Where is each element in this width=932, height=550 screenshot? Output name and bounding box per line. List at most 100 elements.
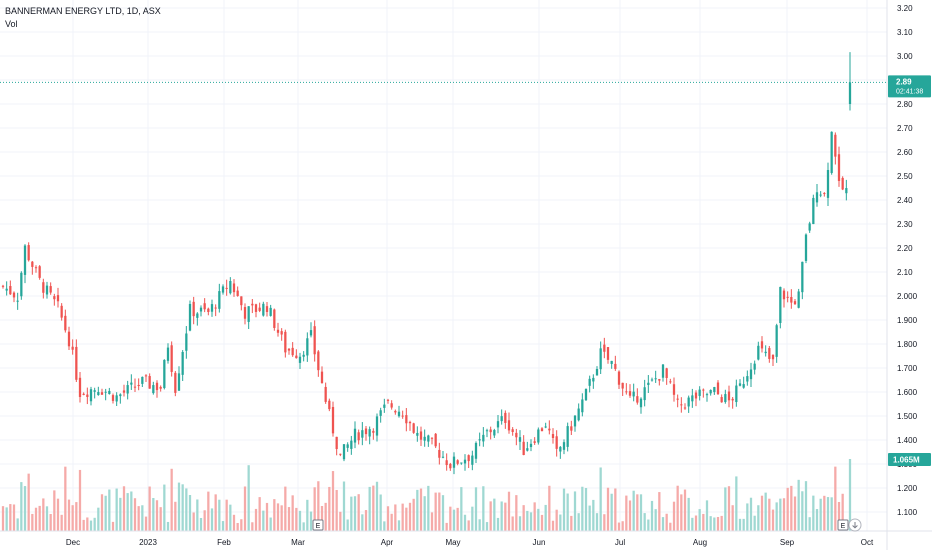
volume-bar bbox=[463, 514, 467, 531]
candle-body bbox=[621, 382, 624, 389]
candle-body bbox=[544, 426, 547, 428]
grid bbox=[0, 0, 887, 531]
volume-bar bbox=[705, 500, 709, 531]
volume-bar bbox=[720, 515, 723, 531]
volume-bar bbox=[357, 494, 360, 531]
time-tick-label: Feb bbox=[217, 538, 231, 547]
candle-body bbox=[746, 376, 749, 382]
candle-body bbox=[53, 296, 56, 300]
volume-bar bbox=[287, 507, 291, 531]
volume-bar bbox=[460, 487, 463, 531]
candle-body bbox=[126, 385, 129, 394]
volume-bar bbox=[441, 495, 445, 531]
goto-realtime-icon[interactable] bbox=[848, 518, 862, 532]
candle-body bbox=[562, 442, 566, 450]
candle-body bbox=[346, 444, 349, 448]
volume-bar bbox=[786, 487, 789, 531]
volume-bar bbox=[276, 503, 280, 531]
volume-bar bbox=[12, 504, 16, 531]
volume-bar bbox=[779, 498, 782, 531]
candle-body bbox=[654, 378, 657, 380]
volume-bar bbox=[584, 487, 588, 531]
volume-bar bbox=[49, 514, 52, 531]
volume-label: Vol bbox=[5, 19, 18, 29]
time-tick-label: Jun bbox=[533, 538, 546, 547]
volume-bar bbox=[251, 522, 254, 531]
candle-body bbox=[108, 390, 111, 394]
candle-body bbox=[423, 436, 426, 441]
candle-body bbox=[104, 391, 107, 393]
price-tick-label: 1.400 bbox=[897, 436, 918, 445]
volume-bar bbox=[434, 492, 437, 531]
volume-bar bbox=[658, 492, 661, 531]
candle-body bbox=[280, 331, 283, 335]
candle-body bbox=[705, 394, 709, 396]
candle-body bbox=[790, 297, 793, 303]
volume-bar bbox=[427, 485, 430, 531]
candle-body bbox=[5, 288, 8, 291]
volume-bar bbox=[669, 522, 672, 531]
candle-body bbox=[779, 286, 782, 323]
time-tick-label: May bbox=[445, 538, 460, 547]
volume-bar bbox=[438, 492, 441, 531]
volume-bar bbox=[639, 494, 643, 531]
candle-body bbox=[137, 384, 140, 387]
price-tick-label: 3.00 bbox=[897, 52, 913, 61]
volume-bar bbox=[595, 513, 599, 531]
candle-body bbox=[485, 430, 489, 432]
volume-bar bbox=[258, 497, 261, 531]
volume-bar bbox=[386, 506, 390, 531]
candle-body bbox=[23, 245, 27, 275]
volume-bar bbox=[397, 520, 401, 531]
volume-bar bbox=[163, 484, 166, 531]
candle-body bbox=[75, 346, 78, 380]
candle-body bbox=[548, 428, 551, 431]
volume-bar bbox=[485, 522, 489, 531]
volume-bar bbox=[174, 501, 177, 531]
candle-body bbox=[588, 378, 591, 386]
volume-bar bbox=[119, 497, 122, 531]
candle-body bbox=[199, 307, 203, 312]
candle-body bbox=[412, 423, 415, 433]
volume-bar bbox=[808, 517, 811, 531]
candle-body bbox=[474, 442, 478, 459]
volume-bar bbox=[144, 516, 148, 531]
candle-body bbox=[361, 430, 364, 438]
candle-body bbox=[221, 286, 225, 293]
volume-bar bbox=[724, 487, 727, 531]
volume-bar bbox=[474, 487, 478, 531]
volume-bar bbox=[60, 514, 63, 531]
volume-bar bbox=[526, 510, 529, 531]
volume-bar bbox=[782, 498, 786, 531]
volume-bar bbox=[610, 493, 613, 531]
volume-bar bbox=[812, 495, 815, 531]
volume-bar bbox=[405, 507, 408, 531]
volume-bar bbox=[478, 519, 481, 531]
price-tick-label: 2.20 bbox=[897, 244, 913, 253]
candle-body bbox=[669, 381, 672, 383]
volume-bar bbox=[621, 521, 624, 531]
volume-bar bbox=[771, 509, 775, 531]
candle-body bbox=[650, 379, 654, 381]
last-price-badge bbox=[888, 75, 931, 98]
candle-body bbox=[592, 377, 595, 382]
price-tick-label: 1.900 bbox=[897, 316, 918, 325]
price-tick-label: 1.200 bbox=[897, 484, 918, 493]
volume-bar bbox=[111, 521, 115, 531]
volume-bar bbox=[573, 491, 577, 531]
volume-bar bbox=[328, 486, 331, 531]
candle-body bbox=[731, 398, 734, 401]
volume-bar bbox=[339, 511, 342, 531]
volume-bar bbox=[155, 500, 159, 531]
volume-bar bbox=[342, 481, 346, 531]
volume-bar bbox=[152, 498, 155, 531]
volume-bar bbox=[401, 503, 404, 531]
volume-bar bbox=[826, 497, 830, 531]
candle-body bbox=[482, 434, 485, 442]
volume-bar bbox=[93, 517, 96, 531]
candle-body bbox=[702, 389, 705, 391]
candle-body bbox=[478, 439, 481, 441]
volume-bar bbox=[31, 513, 34, 531]
volume-bar bbox=[221, 521, 225, 531]
